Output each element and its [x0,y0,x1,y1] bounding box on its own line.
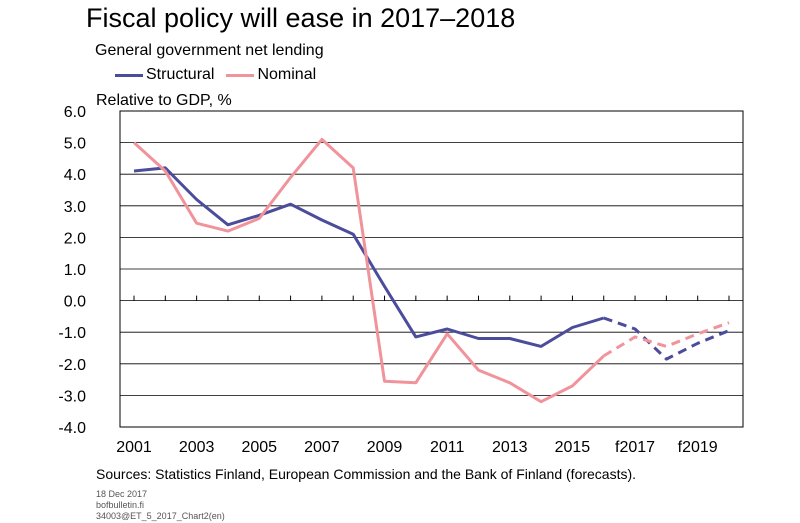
y-tick-label: 6.0 [64,104,86,121]
chart-subtitle: General government net lending [95,42,324,59]
y-tick-label: 1.0 [64,262,86,279]
x-tick-label: 2015 [555,439,591,456]
legend-item-nominal: Nominal [226,66,316,84]
y-tick-label: 5.0 [64,136,86,153]
x-tick-label: 2013 [492,439,528,456]
legend-swatch-nominal [226,73,255,77]
y-tick-label: -1.0 [58,325,86,342]
series-line-nominal [132,137,605,404]
x-tick-label: 2001 [116,439,152,456]
y-tick-label: -3.0 [58,388,86,405]
y-tick-label: 0.0 [64,294,86,311]
x-tick-label: f2017 [615,439,655,456]
legend-label-nominal: Nominal [257,66,317,83]
chart-title: Fiscal policy will ease in 2017–2018 [86,3,516,33]
legend-swatch-structural [115,73,143,77]
y-axis-label: Relative to GDP, % [96,92,232,109]
y-tick-label: 2.0 [64,230,86,247]
x-tick-label: 2007 [304,439,340,456]
y-tick-label: -4.0 [58,420,86,437]
y-tick-label: 4.0 [64,167,86,184]
site-name: bofbulletin.fi [96,500,145,510]
sources-note: Sources: Statistics Finland, European Co… [96,466,637,482]
x-tick-label: 2003 [179,439,215,456]
x-tick-label: 2011 [430,439,465,456]
y-tick-label: -2.0 [58,357,86,374]
series-line-structural [133,166,605,348]
chart-code: 34003@ET_5_2017_Chart2(en) [96,511,225,521]
legend-label-structural: Structural [146,66,215,83]
plot-area-frame [119,110,744,428]
legend: Structural Nominal [115,65,328,85]
x-tick-label: 2009 [367,439,403,456]
legend-item-structural: Structural [115,66,214,84]
y-tick-label: 3.0 [64,199,86,216]
line-chart: 6.0 5.0 4.0 3.0 2.0 1.0 0.0 -1.0 -2.0 -3.0 -4.0 200… [58,104,744,456]
x-tick-label: 2005 [241,439,277,456]
x-tick-label: f2019 [678,439,718,456]
series-forecast-line-structural [603,316,730,361]
publication-date: 18 Dec 2017 [96,489,148,499]
